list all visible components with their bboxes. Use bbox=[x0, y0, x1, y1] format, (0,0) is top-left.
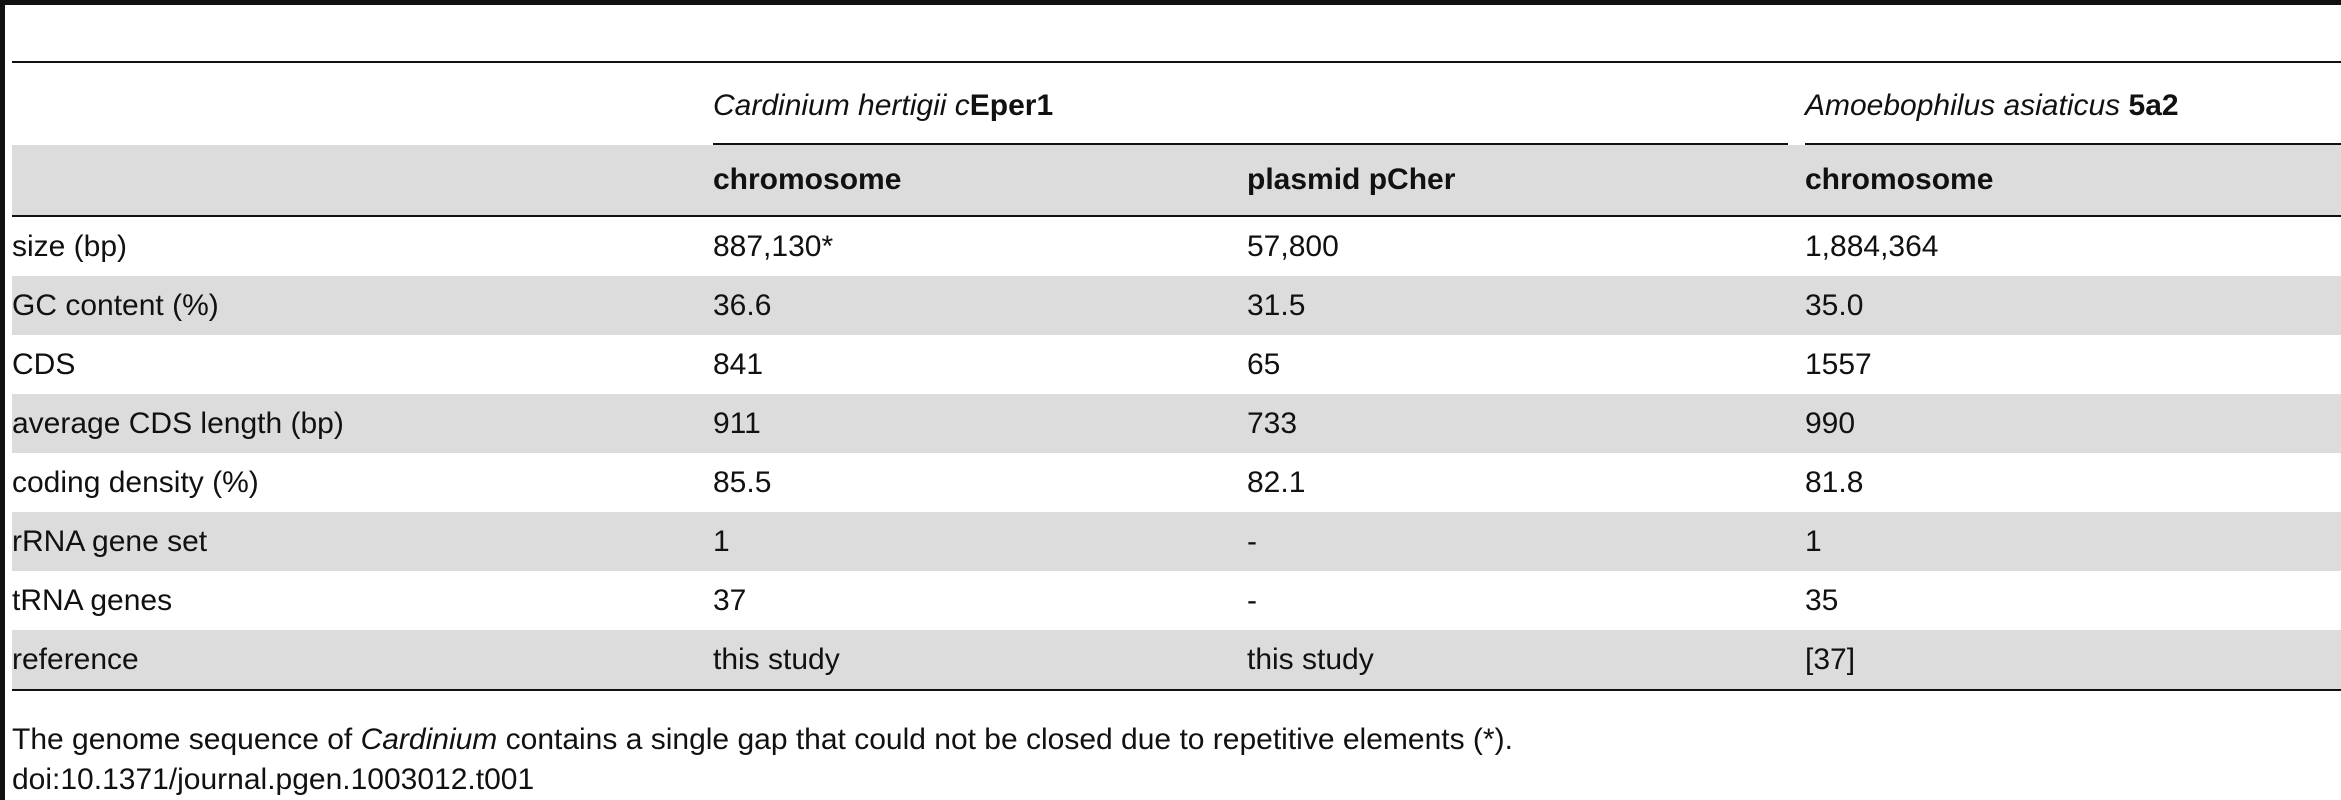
cell-cardinium-chromosome: 36.6 bbox=[713, 289, 772, 322]
table-row: rRNA gene set 1 - 1 bbox=[12, 512, 2341, 571]
table-row: CDS 841 65 1557 bbox=[12, 335, 2341, 394]
footnote-doi: doi:10.1371/journal.pgen.1003012.t001 bbox=[12, 763, 535, 796]
cell-cardinium-chromosome: 841 bbox=[713, 348, 764, 381]
footnote-text-italic: Cardinium bbox=[360, 723, 498, 756]
group-header-cardinium-bold: Eper1 bbox=[969, 89, 1054, 122]
cell-cardinium-chromosome: 37 bbox=[713, 584, 747, 617]
row-label: coding density (%) bbox=[12, 466, 259, 499]
group-header-row: Cardinium hertigii cEper1 Amoebophilus a… bbox=[12, 63, 2341, 145]
cell-cardinium-plasmid: - bbox=[1247, 584, 1257, 617]
row-label: rRNA gene set bbox=[12, 525, 208, 558]
cell-amoebophilus-chromosome: 1,884,364 bbox=[1805, 230, 1939, 263]
cell-cardinium-plasmid: 65 bbox=[1247, 348, 1281, 381]
cell-cardinium-chromosome: 1 bbox=[713, 525, 730, 558]
cell-cardinium-plasmid: this study bbox=[1247, 643, 1374, 676]
footnote-text: The genome sequence of Cardinium contain… bbox=[12, 720, 1513, 760]
cell-cardinium-chromosome: this study bbox=[713, 643, 840, 676]
table-row: coding density (%) 85.5 82.1 81.8 bbox=[12, 453, 2341, 512]
top-border bbox=[0, 0, 2341, 5]
subheader-cardinium-plasmid: plasmid pCher bbox=[1247, 163, 1456, 196]
cell-amoebophilus-chromosome: 1557 bbox=[1805, 348, 1872, 381]
subheader-amoebophilus-chromosome: chromosome bbox=[1805, 163, 1994, 196]
row-label: average CDS length (bp) bbox=[12, 407, 344, 440]
cell-cardinium-plasmid: 82.1 bbox=[1247, 466, 1306, 499]
cell-cardinium-plasmid: 733 bbox=[1247, 407, 1298, 440]
group-underline-amoebophilus bbox=[1805, 143, 2341, 145]
cell-amoebophilus-chromosome: 35.0 bbox=[1805, 289, 1864, 322]
group-header-amoebophilus-italic: Amoebophilus asiaticus bbox=[1805, 89, 2121, 122]
cell-amoebophilus-chromosome: 990 bbox=[1805, 407, 1856, 440]
row-label: size (bp) bbox=[12, 230, 128, 263]
group-header-cardinium-italic: Cardinium hertigii c bbox=[713, 89, 970, 122]
group-underline-cardinium bbox=[713, 143, 1788, 145]
row-label: CDS bbox=[12, 348, 76, 381]
cell-cardinium-chromosome: 911 bbox=[713, 407, 761, 440]
table-bottom-rule bbox=[12, 689, 2341, 691]
table-row: average CDS length (bp) 911 733 990 bbox=[12, 394, 2341, 453]
left-border bbox=[0, 0, 5, 800]
table-top-rule bbox=[12, 61, 2341, 63]
table-row: tRNA genes 37 - 35 bbox=[12, 571, 2341, 630]
group-header-cardinium: Cardinium hertigii cEper1 bbox=[713, 89, 1053, 123]
cell-cardinium-chromosome: 85.5 bbox=[713, 466, 772, 499]
table-row: reference this study this study [37] bbox=[12, 630, 2341, 689]
footnote-text-before: The genome sequence of bbox=[12, 723, 361, 756]
header-bottom-rule bbox=[12, 215, 2341, 217]
subheader-row: chromosome plasmid pCher chromosome bbox=[12, 145, 2341, 215]
row-label: reference bbox=[12, 643, 139, 676]
cell-cardinium-plasmid: 31.5 bbox=[1247, 289, 1306, 322]
cell-amoebophilus-chromosome: 1 bbox=[1805, 525, 1822, 558]
table-row: GC content (%) 36.6 31.5 35.0 bbox=[12, 276, 2341, 335]
genome-table: Cardinium hertigii cEper1 Amoebophilus a… bbox=[12, 61, 2341, 691]
footnote-text-after: contains a single gap that could not be … bbox=[497, 723, 1513, 756]
cell-cardinium-plasmid: - bbox=[1247, 525, 1257, 558]
cell-amoebophilus-chromosome: 81.8 bbox=[1805, 466, 1864, 499]
group-header-amoebophilus-bold: 5a2 bbox=[2120, 89, 2179, 122]
cell-amoebophilus-chromosome: 35 bbox=[1805, 584, 1839, 617]
group-header-amoebophilus: Amoebophilus asiaticus 5a2 bbox=[1805, 89, 2179, 123]
subheader-cardinium-chromosome: chromosome bbox=[713, 163, 902, 196]
table-footnote: The genome sequence of Cardinium contain… bbox=[12, 720, 1513, 800]
cell-cardinium-plasmid: 57,800 bbox=[1247, 230, 1339, 263]
cell-cardinium-chromosome: 887,130* bbox=[713, 230, 834, 263]
row-label: tRNA genes bbox=[12, 584, 173, 617]
cell-amoebophilus-chromosome: [37] bbox=[1805, 643, 1856, 676]
table-row: size (bp) 887,130* 57,800 1,884,364 bbox=[12, 217, 2341, 276]
row-label: GC content (%) bbox=[12, 289, 219, 322]
